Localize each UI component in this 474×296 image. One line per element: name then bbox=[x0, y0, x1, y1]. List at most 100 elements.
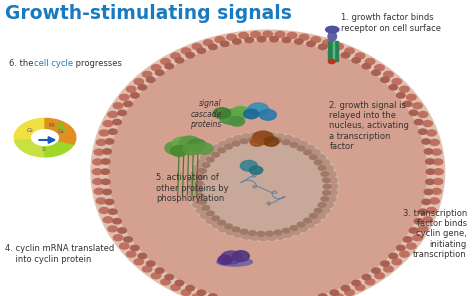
Circle shape bbox=[113, 103, 123, 109]
Bar bbox=[328, 41, 333, 61]
Circle shape bbox=[175, 58, 184, 63]
Circle shape bbox=[292, 229, 300, 235]
Circle shape bbox=[212, 152, 219, 157]
Text: G₁: G₁ bbox=[27, 128, 33, 133]
Circle shape bbox=[409, 110, 418, 115]
Text: Growth-stimulating signals: Growth-stimulating signals bbox=[5, 4, 292, 23]
Circle shape bbox=[372, 268, 380, 273]
Circle shape bbox=[392, 259, 401, 265]
Circle shape bbox=[250, 133, 259, 138]
Text: progresses: progresses bbox=[73, 59, 121, 68]
Circle shape bbox=[209, 44, 217, 49]
Circle shape bbox=[384, 71, 393, 77]
Circle shape bbox=[306, 222, 314, 228]
Circle shape bbox=[334, 44, 344, 49]
Circle shape bbox=[138, 85, 146, 90]
Circle shape bbox=[127, 86, 136, 92]
Circle shape bbox=[400, 251, 409, 257]
Circle shape bbox=[192, 294, 201, 296]
Circle shape bbox=[103, 149, 111, 154]
Circle shape bbox=[113, 120, 121, 125]
Circle shape bbox=[287, 33, 297, 38]
Circle shape bbox=[127, 251, 136, 257]
Circle shape bbox=[197, 48, 206, 53]
Circle shape bbox=[325, 202, 333, 207]
Circle shape bbox=[186, 52, 194, 58]
Text: 6. the: 6. the bbox=[9, 59, 36, 68]
Circle shape bbox=[266, 137, 273, 142]
Circle shape bbox=[299, 141, 308, 147]
Circle shape bbox=[244, 109, 259, 119]
Circle shape bbox=[219, 141, 227, 147]
Circle shape bbox=[195, 187, 203, 192]
Wedge shape bbox=[45, 118, 76, 144]
Circle shape bbox=[195, 143, 213, 154]
Circle shape bbox=[270, 36, 278, 42]
Circle shape bbox=[155, 268, 164, 273]
Circle shape bbox=[430, 198, 439, 204]
Circle shape bbox=[119, 243, 129, 249]
Circle shape bbox=[407, 243, 416, 249]
Circle shape bbox=[207, 211, 214, 216]
Circle shape bbox=[334, 294, 344, 296]
Circle shape bbox=[165, 64, 173, 69]
Circle shape bbox=[190, 171, 199, 177]
Circle shape bbox=[422, 139, 430, 144]
Circle shape bbox=[403, 101, 412, 107]
Circle shape bbox=[389, 85, 398, 90]
Circle shape bbox=[130, 245, 139, 251]
Circle shape bbox=[108, 112, 118, 118]
Circle shape bbox=[323, 184, 331, 189]
Circle shape bbox=[314, 160, 322, 165]
Circle shape bbox=[202, 163, 210, 168]
Circle shape bbox=[220, 41, 229, 46]
Circle shape bbox=[423, 217, 432, 223]
Circle shape bbox=[165, 274, 173, 280]
Text: M: M bbox=[48, 123, 53, 128]
Circle shape bbox=[92, 169, 102, 175]
Circle shape bbox=[249, 166, 263, 174]
Text: cell cycle: cell cycle bbox=[34, 59, 73, 68]
Circle shape bbox=[257, 137, 264, 141]
Circle shape bbox=[240, 229, 248, 234]
Circle shape bbox=[251, 31, 260, 37]
Circle shape bbox=[259, 132, 267, 138]
Circle shape bbox=[362, 64, 371, 69]
Circle shape bbox=[419, 129, 427, 134]
Circle shape bbox=[317, 155, 326, 160]
Circle shape bbox=[119, 94, 129, 100]
Circle shape bbox=[356, 53, 365, 59]
Circle shape bbox=[124, 101, 132, 107]
Circle shape bbox=[426, 159, 434, 164]
Circle shape bbox=[202, 205, 210, 210]
Circle shape bbox=[225, 224, 232, 229]
Text: S: S bbox=[42, 147, 46, 152]
Circle shape bbox=[219, 226, 227, 231]
Circle shape bbox=[419, 209, 427, 214]
Circle shape bbox=[424, 189, 433, 194]
Circle shape bbox=[189, 178, 197, 183]
Circle shape bbox=[329, 184, 338, 189]
Circle shape bbox=[94, 149, 104, 155]
Circle shape bbox=[381, 77, 389, 82]
Circle shape bbox=[124, 237, 132, 242]
Wedge shape bbox=[14, 118, 45, 141]
Circle shape bbox=[186, 286, 194, 291]
Text: 1. growth factor binds
receptor on cell surface: 1. growth factor binds receptor on cell … bbox=[341, 13, 441, 33]
Circle shape bbox=[103, 120, 113, 126]
Circle shape bbox=[304, 218, 311, 223]
Circle shape bbox=[189, 190, 197, 195]
Circle shape bbox=[101, 179, 110, 184]
Circle shape bbox=[345, 48, 355, 54]
Circle shape bbox=[284, 136, 292, 141]
Circle shape bbox=[250, 138, 264, 146]
Circle shape bbox=[306, 145, 314, 151]
Circle shape bbox=[196, 208, 205, 213]
Circle shape bbox=[231, 107, 250, 118]
Circle shape bbox=[329, 178, 337, 183]
Circle shape bbox=[221, 251, 242, 264]
Circle shape bbox=[423, 120, 432, 126]
Circle shape bbox=[188, 184, 197, 189]
Circle shape bbox=[341, 52, 350, 58]
Circle shape bbox=[218, 255, 232, 264]
